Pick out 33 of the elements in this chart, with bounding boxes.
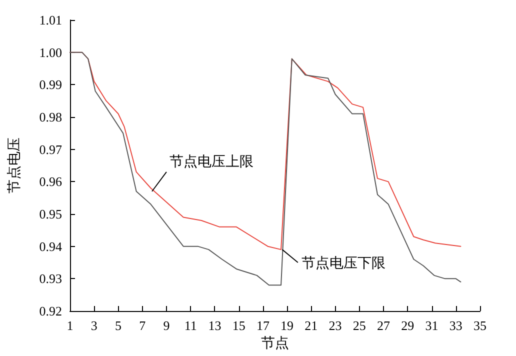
x-tick-label: 31 xyxy=(425,318,438,333)
y-tick-label: 0.93 xyxy=(39,271,62,286)
y-tick-label: 0.99 xyxy=(39,77,62,92)
x-tick-label: 1 xyxy=(66,318,74,333)
y-axis-title: 节点电压 xyxy=(6,138,22,194)
x-tick-label: 19 xyxy=(280,318,294,333)
x-tick-label: 27 xyxy=(377,318,391,333)
y-tick-label: 1.01 xyxy=(39,12,62,28)
x-tick-label: 29 xyxy=(401,318,414,333)
y-tick-label: 0.92 xyxy=(39,304,62,318)
y-tick-label: 0.98 xyxy=(39,110,62,124)
x-tick-label: 11 xyxy=(184,318,197,333)
x-tick-label: 25 xyxy=(352,318,366,333)
y-tick-label: 0.95 xyxy=(39,206,62,222)
x-tick-label: 33 xyxy=(449,318,462,333)
x-tick-label: 3 xyxy=(90,318,98,333)
x-tick-label: 21 xyxy=(304,318,318,333)
y-tick-label: 0.94 xyxy=(39,238,62,254)
x-tick-label: 7 xyxy=(139,318,146,333)
y-tick-label: 0.97 xyxy=(39,142,62,157)
annotation: 节点电压下限 xyxy=(301,255,386,272)
x-tick-label: 13 xyxy=(208,318,222,333)
y-tick-label: 0.96 xyxy=(39,174,62,190)
line-series xyxy=(70,52,462,286)
x-axis-title: 节点 xyxy=(261,336,289,352)
annotation: 节点电压上限 xyxy=(170,154,254,170)
x-tick-label: 9 xyxy=(163,318,170,333)
x-tick-label: 17 xyxy=(256,318,270,333)
y-tick-label: 1.00 xyxy=(39,44,62,60)
x-tick-label: 35 xyxy=(474,318,486,333)
x-tick-label: 23 xyxy=(328,318,342,333)
x-tick-label: 5 xyxy=(114,318,122,333)
x-tick-label: 15 xyxy=(232,318,246,333)
